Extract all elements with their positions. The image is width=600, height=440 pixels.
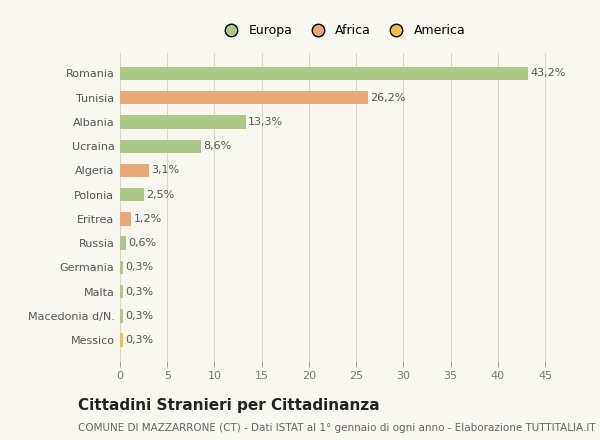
Bar <box>120 139 201 153</box>
Text: 0,3%: 0,3% <box>125 335 154 345</box>
Text: 0,3%: 0,3% <box>125 262 154 272</box>
Bar <box>120 334 123 347</box>
Text: 0,3%: 0,3% <box>125 311 154 321</box>
Text: 3,1%: 3,1% <box>152 165 180 176</box>
Text: 1,2%: 1,2% <box>134 214 162 224</box>
Bar <box>120 236 125 250</box>
Text: COMUNE DI MAZZARRONE (CT) - Dati ISTAT al 1° gennaio di ogni anno - Elaborazione: COMUNE DI MAZZARRONE (CT) - Dati ISTAT a… <box>78 423 596 433</box>
Bar <box>120 164 149 177</box>
Bar <box>120 285 123 298</box>
Bar <box>120 67 528 80</box>
Text: 2,5%: 2,5% <box>146 190 174 200</box>
Bar <box>120 309 123 323</box>
Text: 0,3%: 0,3% <box>125 286 154 297</box>
Bar <box>120 188 143 202</box>
Bar <box>120 91 368 104</box>
Bar <box>120 115 245 128</box>
Text: 43,2%: 43,2% <box>530 69 566 78</box>
Text: 13,3%: 13,3% <box>248 117 283 127</box>
Bar <box>120 212 131 226</box>
Text: 26,2%: 26,2% <box>370 93 405 103</box>
Text: 0,6%: 0,6% <box>128 238 156 248</box>
Legend: Europa, Africa, America: Europa, Africa, America <box>214 19 470 42</box>
Bar <box>120 261 123 274</box>
Text: 8,6%: 8,6% <box>203 141 232 151</box>
Text: Cittadini Stranieri per Cittadinanza: Cittadini Stranieri per Cittadinanza <box>78 398 380 413</box>
